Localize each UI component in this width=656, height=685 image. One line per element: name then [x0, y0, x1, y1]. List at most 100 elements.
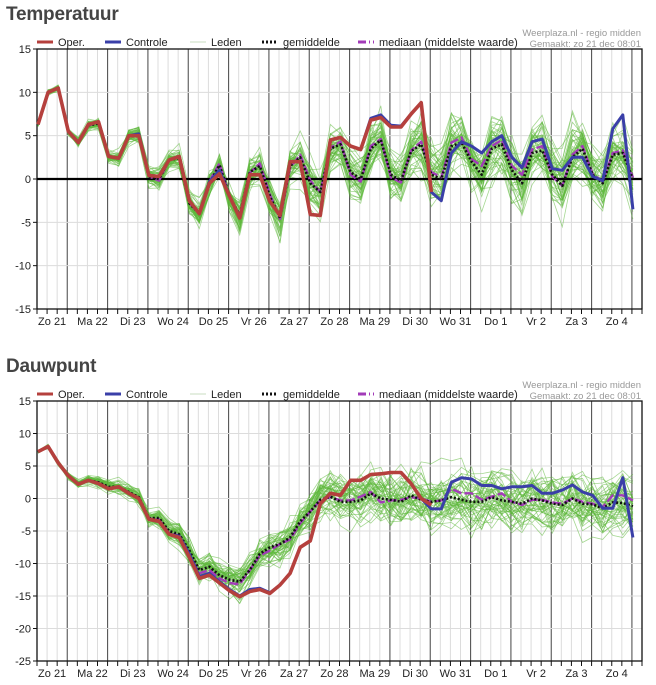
series-oper [36, 86, 434, 220]
member-line [37, 445, 633, 577]
temperatuur-chart: Temperatuur Oper. Controle Leden gemiddelde… [0, 0, 656, 340]
member-line [37, 445, 634, 600]
member-line [37, 445, 634, 584]
x-axis: Zo 21 Ma 22 Di 23 Wo 24 Do 25 Vr 26 Za 27 Zo 28… [36, 661, 643, 680]
y-tick-label: -5 [21, 526, 31, 538]
legend-label-gemiddelde: gemiddelde [283, 389, 340, 401]
chart-title-dauwpunt: Dauwpunt [6, 356, 97, 377]
y-axis: 15 10 5 0 -5 -10 -15 [15, 44, 37, 316]
y-tick-label: 10 [19, 87, 31, 99]
legend-label-oper: Oper. [58, 37, 85, 49]
legend-label-leden: Leden [211, 37, 242, 49]
x-tick-label: Ma 29 [360, 668, 391, 680]
legend-oper: Oper. [37, 37, 85, 49]
series-controle [37, 445, 635, 598]
y-tick-label: 0 [25, 494, 31, 506]
x-tick-label: Zo 21 [38, 316, 66, 328]
legend-label-leden: Leden [211, 389, 242, 401]
credit-source: Weerplaza.nl - regio midden [522, 28, 641, 39]
x-tick-label: Do 1 [484, 668, 507, 680]
legend-oper: Oper. [37, 389, 85, 401]
member-line [37, 85, 634, 237]
member-line [37, 447, 634, 587]
x-tick-label: Vr 2 [526, 668, 546, 680]
legend-mediaan: mediaan (middelste waarde) [358, 37, 518, 49]
credit-source: Weerplaza.nl - regio midden [522, 380, 641, 391]
legend-controle: Controle [105, 37, 168, 49]
series-oper [37, 444, 433, 599]
members [37, 443, 634, 605]
y-tick-label: 10 [19, 429, 31, 441]
x-tick-label: Wo 24 [157, 316, 189, 328]
member-line [37, 444, 634, 591]
legend-gemiddelde: gemiddelde [262, 37, 340, 49]
x-tick-label: Di 30 [402, 316, 428, 328]
legend-label-mediaan: mediaan (middelste waarde) [379, 389, 518, 401]
x-tick-label: Ma 22 [77, 316, 108, 328]
legend-label-oper: Oper. [58, 389, 85, 401]
x-tick-label: Vr 26 [241, 668, 267, 680]
y-tick-label: -25 [15, 656, 31, 668]
x-tick-label: Zo 28 [320, 668, 348, 680]
chart-title-temperatuur: Temperatuur [6, 4, 119, 25]
x-tick-label: Zo 28 [320, 316, 348, 328]
x-tick-label: Do 25 [199, 668, 228, 680]
credit-created: Gemaakt: zo 21 dec 08:01 [530, 39, 641, 50]
legend-label-controle: Controle [126, 37, 168, 49]
y-tick-label: -20 [15, 624, 31, 636]
x-tick-label: Ma 22 [77, 668, 108, 680]
legend-gemiddelde: gemiddelde [262, 389, 340, 401]
member-line [37, 445, 634, 605]
legend-label-gemiddelde: gemiddelde [283, 37, 340, 49]
legend-leden: Leden [190, 389, 242, 401]
legend-mediaan: mediaan (middelste waarde) [358, 389, 518, 401]
x-tick-label: Ma 29 [360, 316, 391, 328]
x-tick-label: Do 1 [484, 316, 507, 328]
x-tick-label: Wo 31 [440, 316, 472, 328]
legend-leden: Leden [190, 37, 242, 49]
y-tick-label: 15 [19, 44, 31, 56]
x-tick-label: Wo 24 [157, 668, 189, 680]
x-tick-label: Vr 2 [526, 316, 546, 328]
x-tick-label: Zo 4 [606, 316, 628, 328]
x-tick-label: Di 23 [120, 668, 146, 680]
x-tick-label: Zo 4 [606, 668, 628, 680]
y-tick-label: -10 [15, 261, 31, 273]
members [37, 84, 634, 244]
legend-label-mediaan: mediaan (middelste waarde) [379, 37, 518, 49]
member-line [37, 86, 634, 222]
dauwpunt-chart: Dauwpunt Oper. Controle Leden gemiddelde med… [0, 352, 656, 685]
member-line [37, 445, 634, 586]
x-tick-label: Za 3 [565, 668, 587, 680]
y-tick-label: -15 [15, 591, 31, 603]
temperatuur-plot: Oper. Controle Leden gemiddelde mediaan (mid… [15, 28, 643, 328]
y-tick-label: 15 [19, 396, 31, 408]
x-tick-label: Wo 31 [440, 668, 472, 680]
y-tick-label: -15 [15, 304, 31, 316]
legend: Oper. Controle Leden gemiddelde mediaan (mid… [37, 37, 518, 49]
x-tick-label: Di 30 [402, 668, 428, 680]
y-tick-label: 5 [25, 461, 31, 473]
member-line [37, 88, 634, 229]
legend-label-controle: Controle [126, 389, 168, 401]
y-tick-label: 0 [25, 174, 31, 186]
credit-created: Gemaakt: zo 21 dec 08:01 [530, 391, 641, 402]
x-tick-label: Za 27 [280, 668, 308, 680]
x-tick-label: Do 25 [199, 316, 228, 328]
x-tick-label: Za 3 [565, 316, 587, 328]
member-line [37, 445, 634, 587]
y-tick-label: -10 [15, 559, 31, 571]
legend-controle: Controle [105, 389, 168, 401]
x-tick-label: Za 27 [280, 316, 308, 328]
legend: Oper. Controle Leden gemiddelde mediaan (mid… [37, 389, 518, 401]
member-line [37, 445, 634, 605]
x-axis: Zo 21 Ma 22 Di 23 Wo 24 Do 25 Vr 26 Za 27 Zo 28… [36, 309, 643, 328]
member-line [37, 447, 634, 587]
x-tick-label: Vr 26 [241, 316, 267, 328]
y-tick-label: 5 [25, 131, 31, 143]
member-line [37, 446, 634, 593]
x-tick-label: Zo 21 [38, 668, 66, 680]
y-tick-label: -5 [21, 217, 31, 229]
y-axis: 15 10 5 0 -5 -10 -15 -20 -25 [15, 396, 37, 668]
series-gemiddelde [37, 445, 634, 583]
